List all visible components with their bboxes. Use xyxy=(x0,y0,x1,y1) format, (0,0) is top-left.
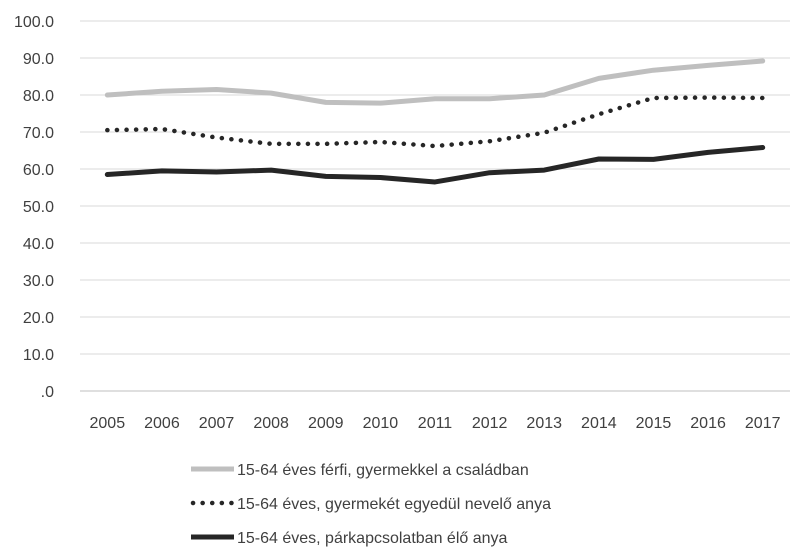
series-line-2 xyxy=(105,95,765,149)
y-tick-label: 80.0 xyxy=(23,88,54,105)
x-tick-label: 2007 xyxy=(199,415,235,432)
gridlines xyxy=(80,20,790,392)
x-tick-label: 2005 xyxy=(90,415,126,432)
y-tick-label: 30.0 xyxy=(23,273,54,290)
series-line-1 xyxy=(104,58,766,106)
y-axis: .0 10.0 20.0 30.0 40.0 50.0 60.0 70.0 80.0 90.0 10… xyxy=(14,14,54,401)
x-tick-label: 2016 xyxy=(690,415,726,432)
x-tick-label: 2011 xyxy=(418,415,453,432)
legend-label-2: 15-64 éves, gyermekét egyedül nevelő any… xyxy=(237,496,551,513)
legend-label-3: 15-64 éves, párkapcsolatban élő anya xyxy=(237,530,508,547)
y-tick-label: .0 xyxy=(41,384,54,401)
legend-label-1: 15-64 éves férfi, gyermekkel a családban xyxy=(237,462,529,479)
series-lines xyxy=(104,58,766,185)
y-tick-label: 90.0 xyxy=(23,51,54,68)
legend: 15-64 éves férfi, gyermekkel a családban… xyxy=(190,462,551,547)
y-tick-label: 10.0 xyxy=(23,347,54,364)
x-tick-label: 2013 xyxy=(526,415,562,432)
x-tick-label: 2015 xyxy=(636,415,672,432)
x-tick-label: 2012 xyxy=(472,415,508,432)
y-tick-label: 40.0 xyxy=(23,236,54,253)
y-tick-label: 100.0 xyxy=(14,14,54,31)
y-tick-label: 20.0 xyxy=(23,310,54,327)
x-tick-label: 2014 xyxy=(581,415,617,432)
x-axis: 2005 2006 2007 2008 2009 2010 2011 2012 2013 2014… xyxy=(90,415,781,432)
x-tick-label: 2009 xyxy=(308,415,344,432)
x-tick-label: 2008 xyxy=(253,415,289,432)
x-tick-label: 2010 xyxy=(363,415,399,432)
y-tick-label: 60.0 xyxy=(23,162,54,179)
y-tick-label: 70.0 xyxy=(23,125,54,142)
x-tick-label: 2017 xyxy=(745,415,781,432)
series-line-3 xyxy=(104,145,766,185)
y-tick-label: 50.0 xyxy=(23,199,54,216)
x-tick-label: 2006 xyxy=(144,415,180,432)
